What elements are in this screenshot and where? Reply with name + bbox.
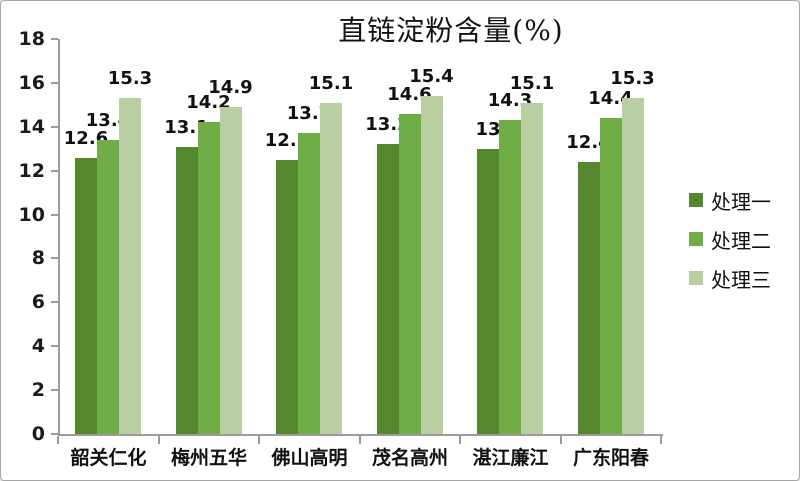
y-axis-tick: [51, 345, 58, 348]
x-axis-tick: [258, 436, 260, 444]
y-axis-label: 10: [18, 203, 45, 226]
y-axis-label: 14: [18, 115, 45, 138]
y-axis-tick: [51, 257, 58, 260]
x-axis-tick: [559, 436, 562, 444]
bar-处理二-佛山高明: [298, 133, 320, 434]
legend-entry-处理一: 处理一: [689, 189, 771, 214]
x-axis-tick: [157, 436, 160, 444]
y-axis-label: 2: [31, 379, 45, 402]
bar-处理三-梅州五华: [219, 107, 242, 434]
x-axis-line: [58, 434, 663, 436]
x-axis-category-label: 广东阳春: [572, 447, 649, 469]
y-axis-tick: [51, 389, 58, 392]
y-axis-label: 4: [31, 335, 45, 358]
x-axis-tick: [358, 436, 361, 444]
legend-label: 处理二: [711, 228, 771, 253]
y-axis-tick: [51, 213, 58, 216]
value-label: 14.9: [208, 77, 253, 98]
legend-swatch-icon: [689, 271, 703, 285]
x-axis-tick: [660, 436, 662, 444]
x-axis-category-label: 梅州五华: [170, 447, 247, 469]
bar-处理一-广东阳春: [577, 161, 600, 434]
value-label: 15.4: [409, 66, 454, 88]
value-label: 13: [475, 118, 501, 140]
legend-label: 处理三: [711, 267, 771, 292]
bar-处理一-湛江廉江: [477, 148, 499, 434]
x-axis-category-label: 湛江廉江: [472, 447, 549, 469]
bar-处理三-茂名高州: [420, 96, 443, 434]
bar-处理二-韶关仁化: [97, 139, 119, 434]
bar-处理二-湛江廉江: [499, 120, 521, 434]
y-axis-tick: [51, 38, 58, 40]
y-axis-label: 6: [31, 291, 45, 314]
y-axis-tick: [51, 169, 58, 172]
bar-处理三-佛山高明: [320, 102, 342, 434]
legend-entry-处理二: 处理二: [689, 228, 771, 253]
bar-处理一-佛山高明: [276, 159, 298, 434]
bar-处理一-梅州五华: [175, 146, 198, 434]
y-axis-label: 18: [18, 28, 45, 50]
x-axis-category-label: 佛山高明: [271, 447, 348, 469]
bar-处理三-韶关仁化: [119, 98, 141, 435]
y-axis-label: 12: [18, 159, 45, 182]
y-axis-label: 8: [31, 247, 45, 270]
legend-label: 处理一: [711, 189, 771, 214]
y-axis-tick: [51, 433, 58, 435]
bar-处理二-广东阳春: [599, 118, 622, 434]
x-axis-category-label: 韶关仁化: [70, 447, 147, 469]
y-axis-label: 0: [31, 423, 45, 445]
y-axis-tick: [51, 301, 58, 304]
y-axis-label: 16: [18, 71, 45, 94]
value-label: 15.1: [509, 72, 555, 94]
value-label: 15.1: [308, 72, 354, 94]
bar-处理一-韶关仁化: [75, 157, 97, 434]
bar-处理三-湛江廉江: [521, 102, 543, 434]
value-label: 15.3: [610, 68, 655, 90]
bar-处理二-梅州五华: [197, 122, 220, 434]
bar-处理二-茂名高州: [398, 113, 421, 434]
legend-swatch-icon: [689, 193, 703, 207]
value-label: 15.3: [107, 68, 153, 90]
x-axis-tick: [459, 436, 461, 444]
bar-处理三-广东阳春: [621, 98, 644, 435]
y-axis-tick: [51, 125, 58, 128]
y-axis-tick: [51, 81, 58, 84]
x-axis-category-label: 茂名高州: [371, 447, 448, 469]
x-axis-tick: [57, 436, 59, 444]
y-axis-line: [58, 39, 60, 434]
legend-swatch-icon: [689, 232, 703, 246]
chart-title: 直链淀粉含量(%): [338, 14, 564, 47]
legend-entry-处理三: 处理三: [689, 267, 771, 292]
bar-处理一-茂名高州: [376, 144, 399, 434]
